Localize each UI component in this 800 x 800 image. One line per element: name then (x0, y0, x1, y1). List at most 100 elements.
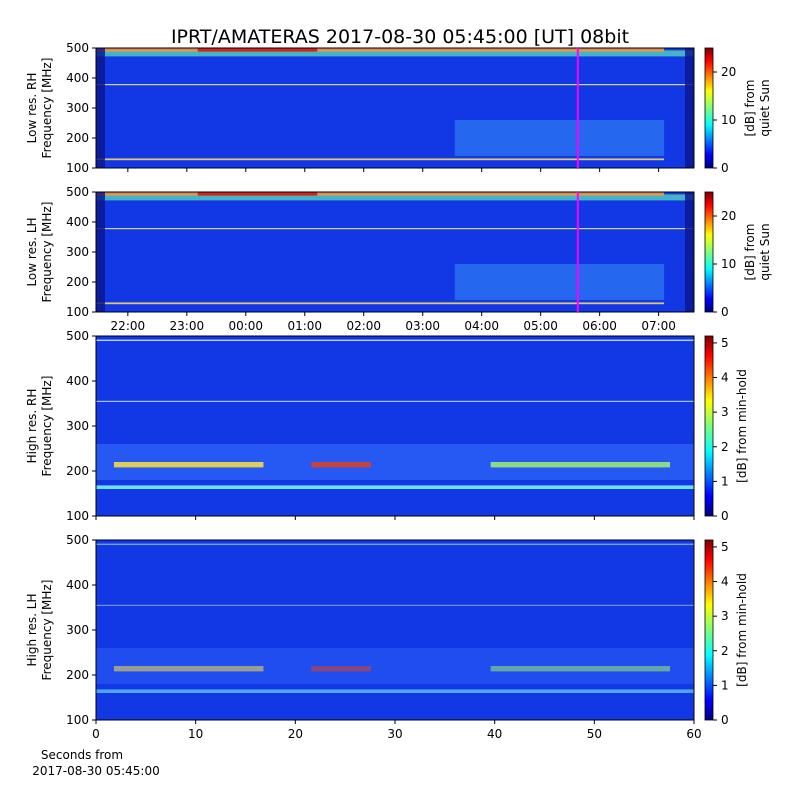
colorbar-label: [dB] from min-hold (735, 369, 749, 483)
colorbar-tick-label: 4 (721, 371, 729, 385)
colorbar (704, 539, 714, 721)
y-tick-label: 500 (66, 533, 89, 547)
spectrogram-feature (96, 194, 694, 201)
spectrogram-feature (96, 158, 665, 161)
spectrogram-feature (311, 666, 372, 672)
x-tick-label: 23:00 (170, 319, 205, 333)
spectrogram-feature (96, 192, 665, 196)
y-tick-label: 300 (66, 419, 89, 433)
spectrogram-feature (685, 192, 694, 312)
colorbar-tick-label: 1 (721, 678, 729, 692)
colorbar-tick-label: 0 (721, 509, 729, 523)
y-axis-label: High res. LH (25, 593, 39, 666)
y-tick-label: 400 (66, 374, 89, 388)
y-tick-label: 500 (66, 41, 89, 55)
spectrogram-feature (197, 192, 318, 196)
y-tick-label: 100 (66, 161, 89, 175)
x-tick-label: 20 (288, 727, 303, 741)
y-tick-label: 100 (66, 509, 89, 523)
spectrogram-feature (96, 543, 694, 546)
colorbar-tick-label: 4 (721, 575, 729, 589)
y-tick-label: 300 (66, 101, 89, 115)
y-tick-label: 100 (66, 305, 89, 319)
y-tick-label: 200 (66, 131, 89, 145)
colorbar-tick-label: 5 (721, 540, 729, 554)
x-tick-label: 05:00 (523, 319, 558, 333)
y-tick-label: 400 (66, 215, 89, 229)
y-axis-label: High res. RH (25, 389, 39, 464)
y-tick-label: 300 (66, 245, 89, 259)
colorbar (704, 47, 714, 169)
colorbar-label: [dB] from (743, 80, 757, 137)
x-tick-label: 60 (686, 727, 701, 741)
x-tick-label: 40 (487, 727, 502, 741)
y-tick-label: 400 (66, 71, 89, 85)
y-axis-label: Frequency [MHz] (40, 202, 54, 303)
x-axis-label: Seconds from (41, 748, 123, 762)
spectrogram-feature (113, 462, 264, 468)
y-tick-label: 200 (66, 464, 89, 478)
x-tick-label: 02:00 (346, 319, 381, 333)
spectrogram-feature (96, 485, 694, 489)
spectrogram-feature (113, 666, 264, 672)
x-tick-label: 03:00 (405, 319, 440, 333)
x-tick-label: 00:00 (228, 319, 263, 333)
spectrogram-feature (685, 48, 694, 168)
spectrogram-feature (96, 192, 105, 312)
y-tick-label: 200 (66, 275, 89, 289)
spectrogram-feature (454, 120, 665, 156)
y-axis-label: Frequency [MHz] (40, 376, 54, 477)
colorbar-tick-label: 10 (721, 113, 736, 127)
y-axis-label: Low res. RH (25, 73, 39, 144)
spectrogram-feature (96, 604, 694, 606)
colorbar-tick-label: 5 (721, 336, 729, 350)
colorbar-tick-label: 3 (721, 609, 729, 623)
spectrogram-feature (96, 84, 694, 86)
x-tick-label: 30 (387, 727, 402, 741)
spectrogram-feature (96, 48, 665, 52)
colorbar (704, 191, 714, 313)
spectrogram-feature (96, 400, 694, 402)
y-tick-label: 200 (66, 668, 89, 682)
x-tick-label: 22:00 (111, 319, 146, 333)
chart-title: IPRT/AMATERAS 2017-08-30 05:45:00 [UT] 0… (171, 26, 629, 48)
spectrogram-feature (96, 50, 694, 57)
colorbar-tick-label: 20 (721, 209, 736, 223)
x-tick-label: 01:00 (287, 319, 322, 333)
x-axis-label: 2017-08-30 05:45:00 (32, 764, 159, 778)
y-axis-label: Frequency [MHz] (40, 580, 54, 681)
x-tick-label: 04:00 (464, 319, 499, 333)
spectrogram-feature (311, 462, 372, 468)
colorbar-label: [dB] from (743, 224, 757, 281)
x-tick-label: 10 (188, 727, 203, 741)
y-tick-label: 500 (66, 185, 89, 199)
colorbar-tick-label: 0 (721, 713, 729, 727)
spectrogram-feature (197, 48, 318, 52)
y-axis-label: Frequency [MHz] (40, 58, 54, 159)
x-tick-label: 07:00 (641, 319, 676, 333)
colorbar-label: quiet Sun (758, 79, 772, 136)
colorbar-tick-label: 10 (721, 257, 736, 271)
y-tick-label: 100 (66, 713, 89, 727)
y-tick-label: 300 (66, 623, 89, 637)
colorbar-label: quiet Sun (758, 223, 772, 280)
x-tick-label: 06:00 (582, 319, 617, 333)
spectrogram-feature (96, 48, 105, 168)
colorbar (704, 335, 714, 517)
colorbar-label: [dB] from min-hold (735, 573, 749, 687)
x-tick-label: 0 (92, 727, 100, 741)
spectrogram-feature (490, 666, 671, 672)
colorbar-tick-label: 2 (721, 440, 729, 454)
spectrogram-feature (490, 462, 671, 468)
y-tick-label: 500 (66, 329, 89, 343)
spectrogram-feature (96, 302, 665, 305)
colorbar-tick-label: 1 (721, 474, 729, 488)
spectrogram-feature (96, 689, 694, 693)
colorbar-tick-label: 0 (721, 305, 729, 319)
spectrogram-feature (96, 339, 694, 342)
colorbar-tick-label: 3 (721, 405, 729, 419)
spectrogram-feature (454, 264, 665, 300)
y-axis-label: Low res. LH (25, 217, 39, 286)
colorbar-tick-label: 0 (721, 161, 729, 175)
